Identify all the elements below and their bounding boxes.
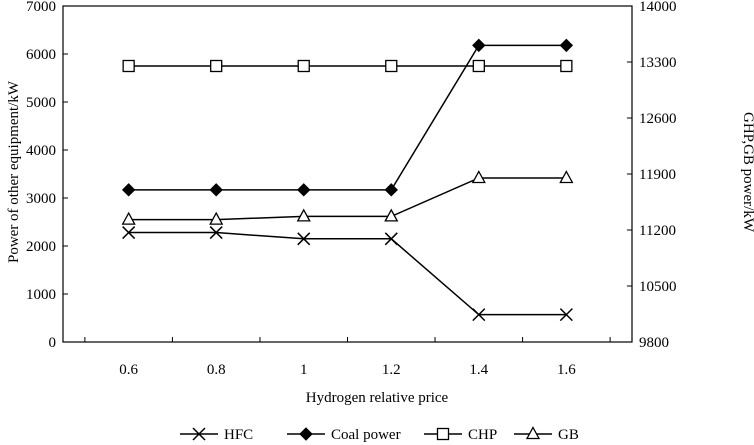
y-axis-right-title: GHP,GB power/kW bbox=[740, 112, 754, 233]
series-line-hfc bbox=[128, 231, 567, 316]
data-point-hfc bbox=[559, 308, 573, 322]
y-right-tick-label: 13300 bbox=[639, 55, 677, 71]
x-tick-label: 0.6 bbox=[119, 362, 138, 378]
y-left-tick-label: 1000 bbox=[26, 287, 56, 303]
plot-frame bbox=[62, 5, 633, 343]
legend-label-chp: CHP bbox=[468, 427, 497, 443]
data-point-chp bbox=[297, 59, 310, 73]
data-point-gb bbox=[121, 211, 136, 225]
y-right-tick-label: 12600 bbox=[639, 111, 677, 127]
y-left-tick-label: 3000 bbox=[26, 191, 56, 207]
legend-marker-hfc bbox=[192, 427, 206, 441]
y-left-tick-label: 2000 bbox=[26, 239, 56, 255]
legend-item-hfc: HFC bbox=[180, 427, 253, 443]
data-point-chp bbox=[385, 59, 398, 73]
data-point-coal-power bbox=[559, 38, 574, 53]
y-right-tick-label: 9800 bbox=[639, 335, 669, 351]
legend-item-gb: GB bbox=[514, 426, 579, 443]
y-left-tick-label: 6000 bbox=[26, 47, 56, 63]
x-tick-label: 1.2 bbox=[382, 362, 401, 378]
y-right-tick-label: 11200 bbox=[639, 223, 676, 239]
legend-label-hfc: HFC bbox=[224, 427, 253, 443]
x-axis-title: Hydrogen relative price bbox=[306, 390, 449, 406]
data-point-gb bbox=[471, 170, 486, 184]
data-point-hfc bbox=[297, 232, 311, 246]
chart-ticks: 0100020003000400050006000700098001050011… bbox=[26, 0, 677, 378]
series-gb bbox=[121, 170, 574, 225]
y-left-tick-label: 7000 bbox=[26, 0, 56, 15]
legend-marker-gb bbox=[525, 426, 541, 440]
series-line-gb bbox=[128, 177, 567, 221]
legend-marker-coal-power bbox=[299, 427, 313, 441]
data-point-gb bbox=[296, 208, 311, 222]
x-tick-label: 1.6 bbox=[557, 362, 576, 378]
chart-legend: HFC Coal power CHP GB bbox=[180, 426, 579, 443]
legend-marker-chp bbox=[436, 427, 450, 441]
y-left-tick-label: 4000 bbox=[26, 143, 56, 159]
data-point-coal-power bbox=[472, 38, 486, 53]
x-tick-label: 0.8 bbox=[207, 362, 226, 378]
data-point-chp bbox=[122, 59, 135, 73]
series-coal-power bbox=[121, 38, 574, 197]
legend-label-gb: GB bbox=[558, 427, 579, 443]
legend-item-coal-power: Coal power bbox=[287, 427, 401, 443]
y-right-tick-label: 10500 bbox=[639, 279, 677, 295]
data-point-coal-power bbox=[384, 183, 398, 197]
data-point-hfc bbox=[472, 308, 486, 322]
data-point-gb bbox=[209, 211, 224, 225]
data-point-chp bbox=[210, 59, 223, 73]
series-chp bbox=[122, 59, 573, 73]
data-point-coal-power bbox=[121, 183, 136, 197]
y-left-tick-label: 0 bbox=[49, 335, 57, 351]
series-line-coal-power bbox=[128, 44, 567, 191]
data-point-gb bbox=[384, 208, 399, 222]
data-point-chp bbox=[472, 59, 485, 73]
data-point-hfc bbox=[122, 226, 136, 240]
x-tick-label: 1 bbox=[300, 362, 308, 378]
y-right-tick-label: 11900 bbox=[639, 167, 676, 183]
data-point-hfc bbox=[384, 232, 398, 246]
y-left-tick-label: 5000 bbox=[26, 95, 56, 111]
chart-series bbox=[121, 38, 574, 322]
chart-axes bbox=[62, 5, 633, 343]
data-point-coal-power bbox=[209, 183, 223, 197]
legend-item-chp: CHP bbox=[424, 427, 497, 443]
series-hfc bbox=[122, 226, 573, 322]
legend-label-coal-power: Coal power bbox=[331, 427, 401, 443]
data-point-gb bbox=[559, 170, 574, 184]
data-point-hfc bbox=[209, 226, 223, 240]
data-point-coal-power bbox=[297, 183, 311, 197]
data-point-chp bbox=[560, 59, 573, 73]
y-axis-left-title: Power of other equipment/kW bbox=[6, 80, 22, 263]
x-tick-label: 1.4 bbox=[469, 362, 488, 378]
y-right-tick-label: 14000 bbox=[639, 0, 677, 15]
